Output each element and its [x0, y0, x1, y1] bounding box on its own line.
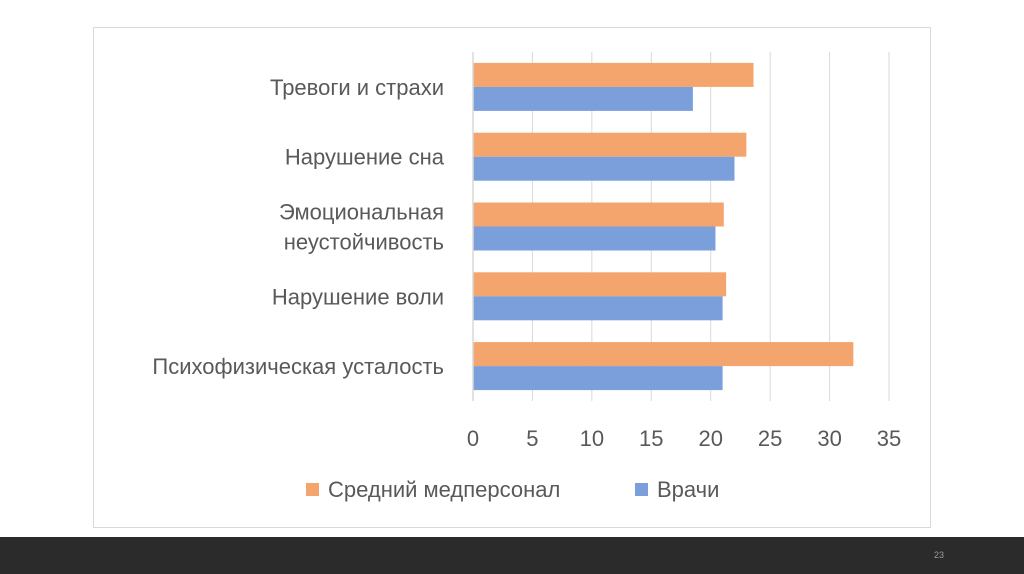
footer-bar: 23 [0, 537, 1024, 574]
bar-nurses [473, 132, 747, 157]
bar-doctors [473, 86, 693, 111]
bar-doctors [473, 156, 735, 181]
tick-label: 0 [467, 426, 479, 451]
bar-nurses [473, 342, 854, 367]
category-label: Эмоциональная [279, 200, 444, 225]
bar-nurses [473, 272, 727, 297]
bar-doctors [473, 226, 716, 251]
tick-label: 10 [580, 426, 604, 451]
legend: Средний медперсонал Врачи [306, 477, 719, 502]
value-axis-ticks: 0 5 10 15 20 25 30 35 [467, 426, 901, 451]
category-labels: Тревоги и страхи Нарушение сна Эмоциональн… [152, 75, 444, 379]
legend-label: Врачи [657, 477, 719, 502]
legend-label: Средний медперсонал [328, 477, 560, 502]
category-label: Нарушение воли [272, 284, 444, 309]
tick-label: 25 [758, 426, 782, 451]
category-label: Тревоги и страхи [270, 75, 444, 100]
tick-label: 20 [698, 426, 722, 451]
slide: Тревоги и страхи Нарушение сна Эмоциональн… [93, 27, 931, 528]
category-label: неустойчивость [284, 230, 444, 255]
category-label: Психофизическая усталость [152, 354, 444, 379]
tick-label: 15 [639, 426, 663, 451]
tick-label: 5 [526, 426, 538, 451]
bar-chart: Тревоги и страхи Нарушение сна Эмоциональн… [152, 52, 901, 502]
tick-label: 30 [817, 426, 841, 451]
slide-number: 23 [933, 550, 944, 560]
bar-doctors [473, 296, 723, 321]
category-label: Нарушение сна [285, 145, 445, 170]
legend-swatch [635, 483, 648, 496]
bars [473, 62, 854, 391]
tick-label: 35 [877, 426, 901, 451]
bar-nurses [473, 62, 754, 87]
bar-nurses [473, 202, 724, 227]
legend-swatch [306, 483, 319, 496]
bar-doctors [473, 366, 723, 391]
